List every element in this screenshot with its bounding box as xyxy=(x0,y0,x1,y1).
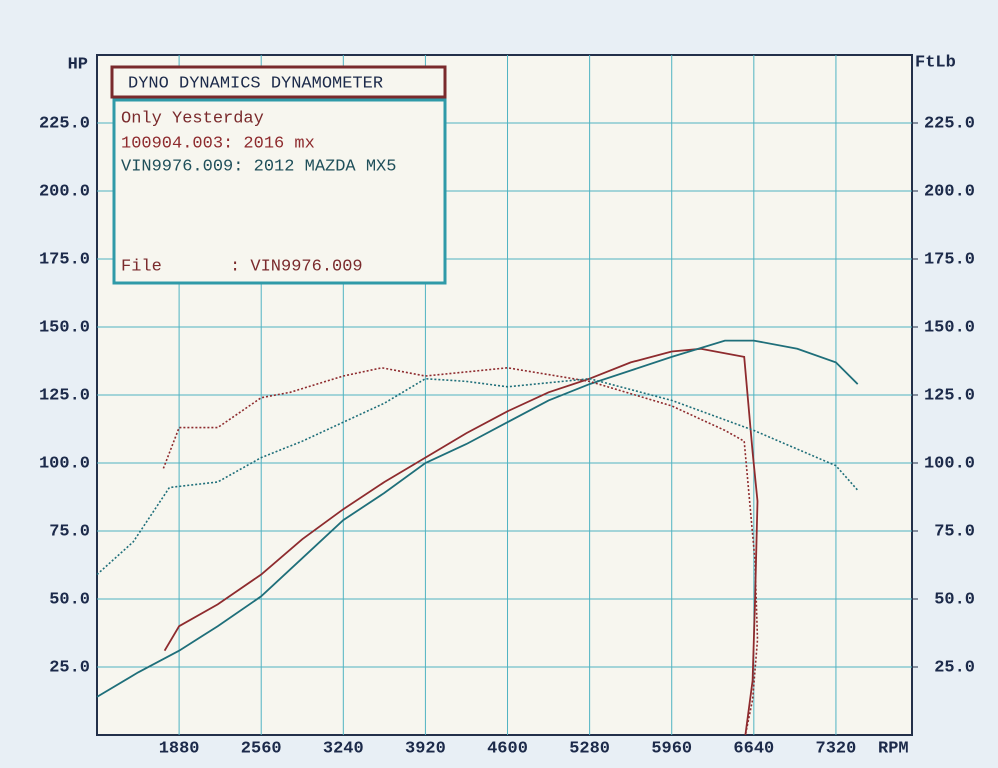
y-tick-label: 175.0 xyxy=(39,250,90,269)
file-label: File xyxy=(121,257,162,276)
x-tick-label: 5280 xyxy=(569,739,610,758)
subtitle: Only Yesterday xyxy=(121,109,264,128)
file-value: : VIN9976.009 xyxy=(230,257,363,276)
x-tick-label: 7320 xyxy=(816,739,857,758)
legend-box xyxy=(112,98,447,285)
x-tick-label: 6640 xyxy=(733,739,774,758)
y2-tick-label: 150.0 xyxy=(924,318,975,337)
x-tick-label: 3920 xyxy=(405,739,446,758)
legend-entry: 100904.003: 2016 mx xyxy=(121,134,315,153)
y-tick-label: 200.0 xyxy=(39,182,90,201)
header-box xyxy=(110,65,447,99)
x-axis-label: RPM xyxy=(878,739,909,758)
series-line xyxy=(163,347,759,736)
legend: DYNO DYNAMICS DYNAMOMETER Only Yesterday… xyxy=(110,65,447,285)
y2-tick-label: 50.0 xyxy=(934,590,975,609)
legend-entry: VIN9976.009: 2012 MAZDA MX5 xyxy=(121,157,396,176)
y-axis-label: HP xyxy=(68,55,88,74)
y-tick-label: 25.0 xyxy=(49,658,90,677)
y2-tick-label: 25.0 xyxy=(934,658,975,677)
series-line xyxy=(96,339,859,698)
x-tick-label: 1880 xyxy=(159,739,200,758)
lines xyxy=(96,339,859,736)
x-tick-label: 5960 xyxy=(651,739,692,758)
y-tick-label: 100.0 xyxy=(39,454,90,473)
y2-tick-label: 200.0 xyxy=(924,182,975,201)
y-tick-label: 75.0 xyxy=(49,522,90,541)
y2-tick-label: 75.0 xyxy=(934,522,975,541)
y2-axis-label: FtLb xyxy=(915,53,956,72)
y2-tick-label: 225.0 xyxy=(924,114,975,133)
series-line xyxy=(162,366,759,736)
x-tick-label: 4600 xyxy=(487,739,528,758)
x-tick-label: 2560 xyxy=(241,739,282,758)
header: DYNO DYNAMICS DYNAMOMETER xyxy=(128,74,383,93)
y2-tick-label: 175.0 xyxy=(924,250,975,269)
y-tick-label: 125.0 xyxy=(39,386,90,405)
y2-tick-label: 125.0 xyxy=(924,386,975,405)
y2-tick-label: 100.0 xyxy=(924,454,975,473)
y-tick-label: 50.0 xyxy=(49,590,90,609)
grid xyxy=(97,55,912,735)
x-tick-label: 3240 xyxy=(323,739,364,758)
series-line xyxy=(96,377,859,576)
y-tick-label: 225.0 xyxy=(39,114,90,133)
y-tick-label: 150.0 xyxy=(39,318,90,337)
